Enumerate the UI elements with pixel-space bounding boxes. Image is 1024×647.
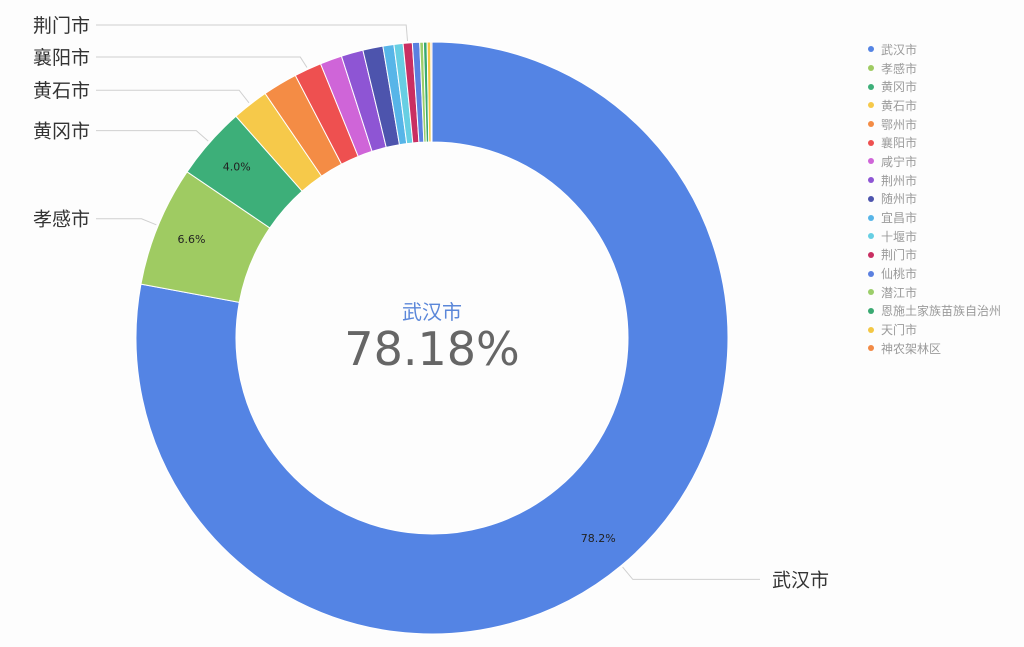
leader-line-5 — [622, 566, 760, 580]
legend-item-4[interactable]: 鄂州市 — [868, 115, 1001, 134]
leader-line-1 — [96, 56, 308, 68]
legend-swatch — [868, 214, 874, 221]
slice-data-label-2: 4.0% — [223, 160, 251, 173]
legend-item-11[interactable]: 荆门市 — [868, 246, 1001, 265]
legend-label: 黄石市 — [881, 98, 918, 113]
center-category-label: 武汉市 — [402, 300, 462, 324]
legend-item-7[interactable]: 荆州市 — [868, 171, 1001, 190]
slice-0[interactable] — [135, 41, 729, 635]
legend-item-9[interactable]: 宜昌市 — [868, 208, 1001, 227]
slice-data-labels: 78.2% 6.6% 4.0% — [178, 160, 616, 545]
legend-item-0[interactable]: 武汉市 — [868, 40, 1001, 59]
donut-slices — [135, 41, 729, 635]
legend-item-5[interactable]: 襄阳市 — [868, 133, 1001, 152]
legend-label: 孝感市 — [881, 61, 918, 76]
legend-swatch — [868, 195, 874, 202]
leader-line-0 — [96, 24, 409, 42]
legend-swatch — [868, 270, 874, 277]
legend-label: 荆州市 — [881, 173, 918, 188]
legend-label: 襄阳市 — [881, 136, 918, 151]
legend-swatch — [868, 65, 874, 72]
legend-item-14[interactable]: 恩施土家族苗族自治州 — [868, 302, 1001, 321]
outer-label-1: 襄阳市 — [33, 47, 90, 69]
legend-item-13[interactable]: 潜江市 — [868, 283, 1001, 302]
legend-item-1[interactable]: 孝感市 — [868, 59, 1001, 78]
legend-item-6[interactable]: 咸宁市 — [868, 152, 1001, 171]
legend-label: 荆门市 — [881, 248, 918, 263]
outer-label-4: 孝感市 — [33, 209, 90, 231]
legend-swatch — [868, 251, 874, 258]
legend-swatch — [868, 326, 874, 333]
legend-swatch — [868, 345, 874, 352]
legend-item-8[interactable]: 随州市 — [868, 190, 1001, 209]
slice-data-label-1: 6.6% — [178, 233, 206, 246]
legend-label: 潜江市 — [881, 285, 918, 300]
slice-16[interactable] — [430, 41, 433, 143]
legend-item-16[interactable]: 神农架林区 — [868, 339, 1001, 358]
legend-swatch — [868, 83, 874, 90]
legend-swatch — [868, 307, 874, 314]
legend-swatch — [868, 46, 874, 53]
outer-label-2: 黄石市 — [33, 80, 90, 102]
legend-swatch — [868, 233, 874, 240]
outer-label-5: 武汉市 — [772, 569, 829, 591]
legend-item-3[interactable]: 黄石市 — [868, 96, 1001, 115]
legend-swatch — [868, 158, 874, 165]
slice-data-label-0: 78.2% — [581, 532, 616, 545]
legend-label: 黄冈市 — [881, 80, 918, 95]
label-leader-lines — [96, 24, 760, 580]
legend-label: 天门市 — [881, 323, 918, 338]
chart-legend: 武汉市孝感市黄冈市黄石市鄂州市襄阳市咸宁市荆州市随州市宜昌市十堰市荆门市仙桃市潜… — [868, 40, 1001, 358]
legend-swatch — [868, 289, 874, 296]
legend-item-2[interactable]: 黄冈市 — [868, 77, 1001, 96]
legend-item-15[interactable]: 天门市 — [868, 320, 1001, 339]
legend-swatch — [868, 177, 874, 184]
legend-swatch — [868, 102, 874, 109]
legend-item-12[interactable]: 仙桃市 — [868, 264, 1001, 283]
legend-label: 仙桃市 — [881, 267, 918, 282]
legend-label: 咸宁市 — [881, 154, 918, 169]
legend-swatch — [868, 139, 874, 146]
legend-label: 鄂州市 — [881, 117, 918, 132]
legend-label: 随州市 — [881, 192, 918, 207]
leader-line-3 — [96, 130, 209, 142]
legend-label: 十堰市 — [881, 229, 918, 244]
legend-item-10[interactable]: 十堰市 — [868, 227, 1001, 246]
leader-line-4 — [96, 218, 157, 226]
outer-label-0: 荆门市 — [33, 15, 90, 37]
legend-label: 宜昌市 — [881, 211, 918, 226]
legend-label: 武汉市 — [881, 42, 918, 57]
legend-label: 恩施土家族苗族自治州 — [881, 304, 1002, 319]
legend-swatch — [868, 121, 874, 128]
outer-label-3: 黄冈市 — [33, 121, 90, 143]
center-percentage-value: 78.18% — [344, 322, 520, 376]
leader-line-2 — [96, 89, 250, 104]
legend-label: 神农架林区 — [881, 341, 942, 356]
